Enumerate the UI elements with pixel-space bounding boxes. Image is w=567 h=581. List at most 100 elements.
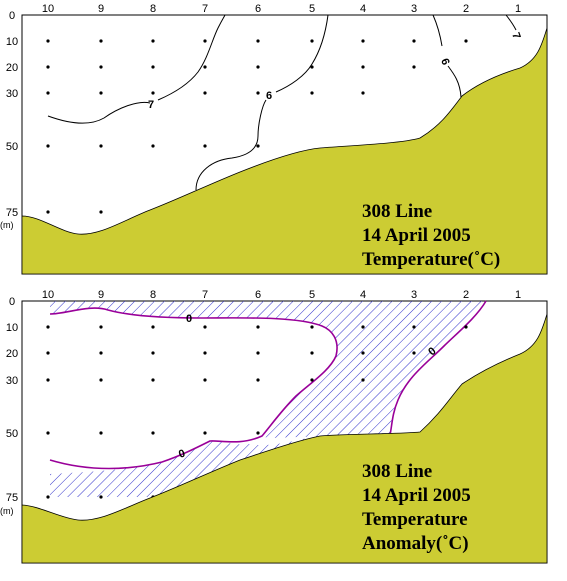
contour-line-6: [447, 65, 462, 98]
station-point: [46, 91, 50, 95]
station-point: [310, 91, 314, 95]
x-tick-label: 4: [360, 289, 366, 301]
station-point: [203, 351, 207, 355]
station-point: [203, 325, 207, 329]
chart-info-line: 14 April 2005: [362, 225, 471, 246]
station-point: [151, 351, 155, 355]
station-point: [256, 144, 260, 148]
x-tick-label: 1: [515, 3, 521, 15]
station-point: [99, 65, 103, 69]
x-tick-label: 9: [98, 3, 104, 15]
x-tick-label: 4: [360, 3, 366, 15]
station-point: [46, 378, 50, 382]
station-point: [46, 325, 50, 329]
contour-label: 7: [509, 31, 522, 41]
station-point: [46, 495, 50, 499]
station-point: [203, 378, 207, 382]
station-point: [412, 351, 416, 355]
station-point: [361, 378, 365, 382]
seabed-area: [21, 313, 548, 564]
station-point: [412, 65, 416, 69]
station-point: [464, 39, 468, 43]
x-tick-labels: 10 9 8 7 6 5 4 3 2 1: [42, 289, 521, 301]
station-point: [412, 39, 416, 43]
y-tick-label: 50: [6, 141, 18, 153]
station-point: [99, 495, 103, 499]
x-tick-label: 3: [411, 3, 417, 15]
seabed-area: [21, 27, 548, 275]
chart-info-line: Temperature(˚C): [362, 249, 500, 270]
contour-line-0: [49, 307, 338, 470]
station-point: [203, 144, 207, 148]
station-point: [151, 144, 155, 148]
station-point: [46, 351, 50, 355]
x-tick-label: 5: [309, 3, 315, 15]
y-tick-label: 75: [6, 207, 18, 219]
station-point: [151, 325, 155, 329]
chart-info-line: 14 April 2005: [362, 485, 471, 506]
station-point: [256, 351, 260, 355]
station-point: [99, 144, 103, 148]
x-tick-label: 7: [202, 3, 208, 15]
station-point: [46, 210, 50, 214]
station-point: [99, 378, 103, 382]
contour-line-6: [432, 14, 443, 47]
y-tick-label: 30: [6, 88, 18, 100]
station-point: [99, 325, 103, 329]
station-point: [310, 351, 314, 355]
contour-label: 7: [148, 99, 154, 111]
chart-info-line: 308 Line: [362, 201, 432, 222]
x-tick-label: 8: [150, 289, 156, 301]
station-point: [310, 378, 314, 382]
y-unit-label: (m): [0, 506, 14, 516]
chart-info-line: Temperature: [362, 509, 468, 530]
y-tick-label: 10: [6, 322, 18, 334]
contour-label: 0: [186, 313, 192, 325]
station-point: [151, 39, 155, 43]
x-tick-label: 9: [98, 289, 104, 301]
station-point: [151, 378, 155, 382]
station-point: [46, 144, 50, 148]
y-tick-label: 50: [6, 428, 18, 440]
station-point: [99, 91, 103, 95]
station-point: [412, 325, 416, 329]
station-point: [361, 325, 365, 329]
station-point: [99, 210, 103, 214]
station-point: [256, 39, 260, 43]
station-point: [203, 431, 207, 435]
contour-label: 0: [177, 448, 187, 461]
x-tick-label: 2: [463, 289, 469, 301]
station-point: [99, 431, 103, 435]
station-point: [99, 351, 103, 355]
station-point: [203, 39, 207, 43]
y-tick-label: 20: [6, 62, 18, 74]
positive-anomaly-region: [50, 308, 338, 469]
y-tick-labels: 0 10 20 30 50 75: [6, 10, 18, 219]
y-tick-label: 75: [6, 492, 18, 504]
contour-line-6: [275, 14, 329, 93]
temperature-anomaly-panel: 0 0 0 10 9 8 7 6 5 4 3 2 1 0 10 20 30 50 75 (m) 308 Li…: [0, 289, 548, 564]
x-tick-label: 1: [515, 289, 521, 301]
x-tick-label: 10: [42, 3, 54, 15]
y-tick-label: 0: [9, 296, 15, 308]
contour-label: 6: [266, 90, 272, 102]
station-point: [361, 91, 365, 95]
x-tick-label: 6: [255, 3, 261, 15]
station-point: [256, 378, 260, 382]
station-point: [151, 431, 155, 435]
station-point: [99, 39, 103, 43]
y-tick-label: 0: [9, 10, 15, 22]
y-tick-label: 20: [6, 348, 18, 360]
x-tick-label: 2: [463, 3, 469, 15]
station-point: [151, 65, 155, 69]
station-point: [361, 351, 365, 355]
station-point: [361, 39, 365, 43]
x-tick-label: 3: [411, 289, 417, 301]
x-tick-label: 7: [202, 289, 208, 301]
station-point: [310, 325, 314, 329]
y-tick-label: 30: [6, 375, 18, 387]
contour-line-7: [157, 14, 226, 101]
y-tick-labels: 0 10 20 30 50 75: [6, 296, 18, 504]
station-point: [46, 431, 50, 435]
